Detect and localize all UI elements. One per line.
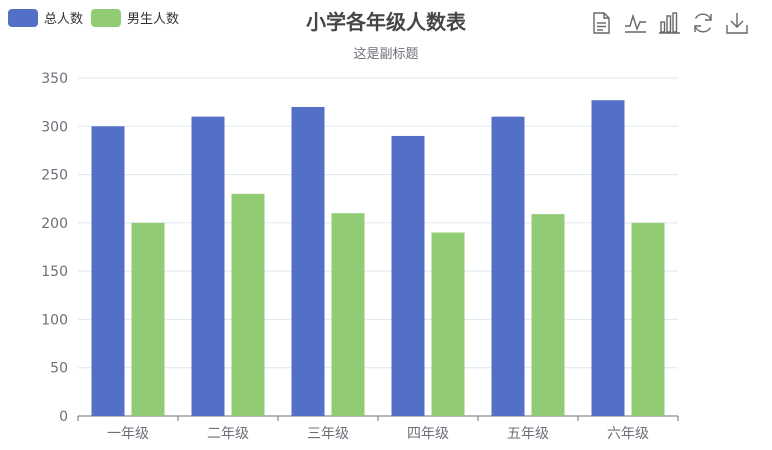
- legend: 总人数 男生人数: [8, 8, 187, 27]
- download-button[interactable]: [724, 10, 750, 36]
- y-tick-label: 0: [59, 409, 68, 425]
- bar-total: [291, 106, 325, 416]
- line-chart-button[interactable]: [622, 10, 648, 36]
- data-view-button[interactable]: [588, 10, 614, 36]
- y-tick-label: 150: [41, 264, 68, 280]
- legend-label-total: 总人数: [44, 12, 84, 27]
- y-tick-label: 100: [41, 312, 68, 328]
- x-tick-label: 六年级: [607, 426, 649, 442]
- bar-boys: [631, 222, 665, 416]
- bar-chart-button[interactable]: [656, 10, 682, 36]
- y-tick-label: 300: [41, 119, 68, 135]
- bar-boys: [331, 213, 365, 416]
- bar-total: [591, 100, 625, 416]
- legend-swatch-boys: [91, 8, 122, 27]
- data-view-icon: [593, 12, 610, 34]
- legend-item-boys[interactable]: 男生人数: [91, 8, 179, 27]
- bar-boys: [231, 193, 265, 416]
- x-tick-label: 五年级: [507, 426, 549, 442]
- x-tick-label: 一年级: [107, 426, 149, 442]
- restore-button[interactable]: [690, 10, 716, 36]
- bar-boys: [431, 232, 465, 416]
- download-icon: [726, 13, 748, 34]
- chart-subtitle: 这是副标题: [353, 47, 419, 62]
- bar-boys: [131, 222, 165, 416]
- bar-total: [191, 116, 225, 416]
- line-chart-icon: [625, 13, 646, 33]
- y-tick-label: 200: [41, 216, 68, 232]
- chart-title: 小学各年级人数表: [306, 10, 466, 34]
- bar-total: [391, 135, 425, 416]
- y-tick-label: 350: [41, 71, 68, 87]
- y-tick-label: 250: [41, 168, 68, 184]
- bar-total: [91, 126, 125, 417]
- toolbox: [580, 10, 750, 36]
- legend-swatch-total: [8, 8, 38, 27]
- x-tick-label: 四年级: [407, 426, 449, 442]
- y-tick-label: 50: [50, 361, 68, 377]
- x-tick-label: 三年级: [307, 426, 349, 442]
- restore-icon: [694, 13, 712, 33]
- x-tick-label: 二年级: [207, 426, 249, 442]
- bar-boys: [531, 214, 565, 416]
- bar-chart-icon: [659, 12, 680, 34]
- legend-label-boys: 男生人数: [127, 12, 180, 27]
- bar-total: [491, 116, 525, 416]
- legend-item-total[interactable]: 总人数: [8, 8, 83, 27]
